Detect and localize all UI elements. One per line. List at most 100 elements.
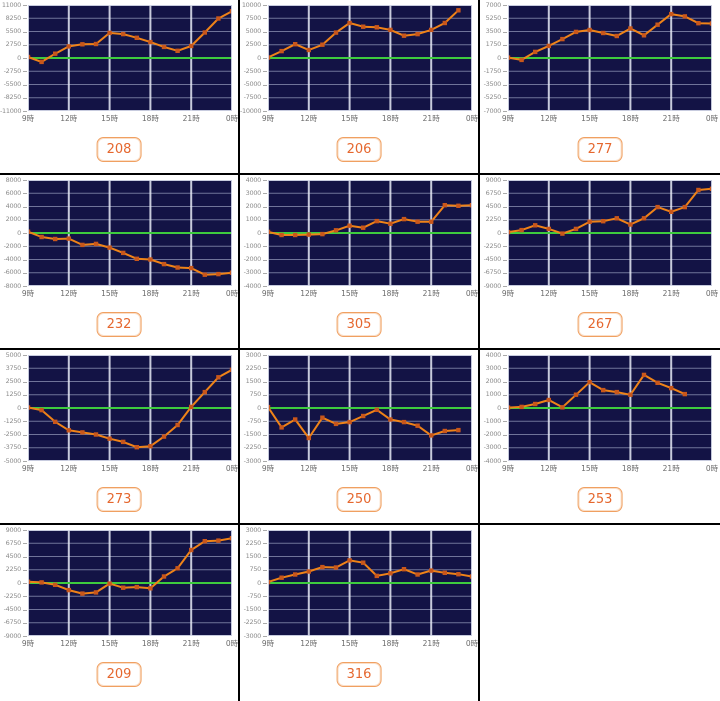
data-point-marker xyxy=(148,39,153,45)
y-tick-mark xyxy=(263,84,267,86)
y-tick-label: -10000 xyxy=(240,106,262,115)
y-tick-label: 1750 xyxy=(485,40,502,49)
y-tick-mark xyxy=(263,71,267,73)
y-tick-mark xyxy=(263,530,267,531)
x-tick-label: 9時 xyxy=(21,464,35,473)
data-point-marker xyxy=(28,579,31,584)
data-point-marker xyxy=(641,372,647,378)
data-point-marker xyxy=(39,59,44,65)
y-tick-label: -7000 xyxy=(483,106,502,115)
machine-number-button[interactable]: 267 xyxy=(577,312,623,337)
x-tick-label: 21時 xyxy=(422,464,440,473)
y-tick-mark xyxy=(263,206,267,208)
y-tick-label: -2000 xyxy=(483,430,502,438)
y-tick-mark xyxy=(23,31,27,33)
x-axis: 9時 12時 15時 18時 21時 0時 xyxy=(0,638,238,650)
x-tick-label: 15時 xyxy=(341,639,359,648)
y-tick-label: 1000 xyxy=(245,215,262,224)
y-tick-mark xyxy=(23,636,27,637)
machine-number-button[interactable]: 232 xyxy=(96,312,142,337)
plot-frame xyxy=(268,355,472,461)
data-point-marker xyxy=(121,585,126,590)
data-point-marker xyxy=(93,41,99,47)
data-line xyxy=(508,373,686,409)
y-tick-label: -2500 xyxy=(3,430,22,438)
y-tick-mark xyxy=(263,272,267,274)
x-tick-label: 0時 xyxy=(465,289,479,298)
data-point-marker xyxy=(80,591,85,596)
data-point-marker xyxy=(320,231,325,237)
data-point-marker xyxy=(456,8,461,13)
y-tick-label: -1250 xyxy=(3,416,22,425)
y-tick-mark xyxy=(503,246,507,248)
x-tick-label: 21時 xyxy=(662,464,680,473)
machine-number-button[interactable]: 208 xyxy=(96,137,142,162)
y-tick-label: -2000 xyxy=(3,241,22,250)
machine-number-button[interactable]: 250 xyxy=(336,487,382,512)
x-tick-label: 9時 xyxy=(501,289,515,298)
machine-number-button[interactable]: 305 xyxy=(336,312,382,337)
data-point-marker xyxy=(229,367,232,372)
data-point-marker xyxy=(709,186,712,191)
y-tick-mark xyxy=(503,31,507,33)
y-tick-mark xyxy=(503,58,507,59)
y-tick-mark xyxy=(23,447,27,449)
data-point-marker xyxy=(293,42,298,47)
y-tick-label: 2250 xyxy=(245,538,262,547)
y-tick-label: -750 xyxy=(247,416,261,425)
data-point-marker xyxy=(333,421,339,427)
y-tick-mark xyxy=(23,219,27,221)
machine-number-button[interactable]: 277 xyxy=(577,137,623,162)
data-line xyxy=(28,368,232,449)
data-point-marker xyxy=(519,57,524,63)
y-tick-label: 3000 xyxy=(485,363,502,372)
data-point-marker xyxy=(456,572,461,577)
machine-number-button[interactable]: 316 xyxy=(336,662,382,687)
data-point-marker xyxy=(107,30,112,36)
y-tick-mark xyxy=(263,583,267,584)
machine-number-button[interactable]: 209 xyxy=(96,662,142,687)
data-point-marker xyxy=(121,439,126,445)
y-tick-label: -9000 xyxy=(3,631,22,640)
machine-number-button[interactable]: 253 xyxy=(577,487,623,512)
data-point-marker xyxy=(80,42,85,47)
plot-frame xyxy=(508,180,712,286)
y-tick-label: -4000 xyxy=(483,456,502,465)
data-point-marker xyxy=(216,271,221,277)
data-point-marker xyxy=(469,203,472,208)
y-tick-label: 1500 xyxy=(245,377,262,385)
y-tick-mark xyxy=(263,286,267,287)
y-tick-mark xyxy=(263,18,267,20)
y-tick-label: 2250 xyxy=(245,363,262,372)
machine-number-button[interactable]: 273 xyxy=(96,487,142,512)
data-point-marker xyxy=(429,568,434,573)
data-point-marker xyxy=(519,404,524,410)
y-axis: 4000 3000 2000 1000 0 -1000 -2000 -3000 -4000 xyxy=(480,350,507,480)
data-point-marker xyxy=(93,241,99,247)
y-axis: 3000 2250 1500 750 0 -750 -1500 -2250 -3000 xyxy=(240,525,267,655)
y-tick-mark xyxy=(503,5,507,6)
y-tick-label: -3000 xyxy=(243,631,262,640)
x-tick-label: 9時 xyxy=(21,639,35,648)
y-tick-mark xyxy=(263,394,267,396)
y-tick-mark xyxy=(23,71,27,73)
data-point-marker xyxy=(148,257,153,262)
data-point-marker xyxy=(696,187,701,193)
data-point-marker xyxy=(28,405,31,410)
x-tick-label: 12時 xyxy=(300,114,318,123)
data-point-marker xyxy=(333,30,339,35)
data-point-marker xyxy=(361,560,366,565)
y-tick-mark xyxy=(263,543,267,545)
data-point-marker xyxy=(669,385,674,391)
y-tick-label: 0 xyxy=(257,403,261,412)
y-axis: 9000 6750 4500 2250 0 -2250 -4500 -6750 -9000 xyxy=(0,525,27,655)
data-point-marker xyxy=(347,419,352,425)
machine-number-button[interactable]: 206 xyxy=(336,137,382,162)
data-point-marker xyxy=(121,250,126,256)
x-tick-label: 12時 xyxy=(300,464,318,473)
line-chart-plot xyxy=(28,530,232,636)
data-point-marker xyxy=(216,16,221,21)
y-tick-mark xyxy=(263,58,267,59)
data-point-marker xyxy=(320,415,325,420)
y-tick-label: 2000 xyxy=(245,202,262,210)
